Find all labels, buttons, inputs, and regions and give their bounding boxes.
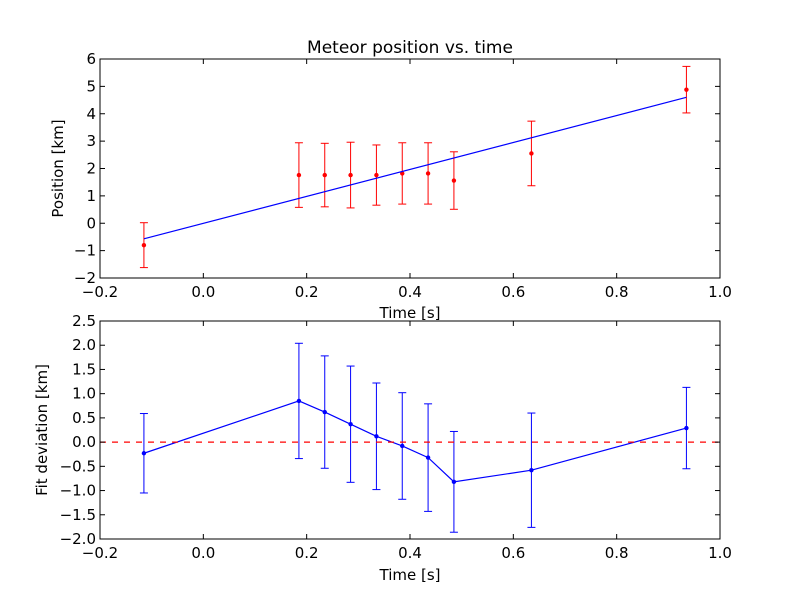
position-x-tick-label: 0.6 xyxy=(501,283,525,301)
deviation-data-point xyxy=(451,479,457,485)
deviation-data-point xyxy=(400,443,405,449)
deviation-data-point xyxy=(374,434,379,439)
position-y-tick-label: 3 xyxy=(86,132,96,150)
position-series-layer xyxy=(139,65,691,269)
position-plot-layer xyxy=(139,65,691,269)
position-y-tick-label: 2 xyxy=(86,160,96,178)
position-data-point xyxy=(684,87,689,92)
deviation-series-layer xyxy=(100,342,720,533)
deviation-data-point xyxy=(322,409,327,415)
deviation-x-tick-label: 0.8 xyxy=(605,544,629,562)
position-data-point xyxy=(425,171,431,176)
deviation-x-tick-label: 0.0 xyxy=(191,544,215,562)
position-data-point xyxy=(529,151,534,156)
position-y-axis-label: Position [km] xyxy=(49,119,67,217)
position-subplot: Meteor position vs. time −0.2 0.0 0.2 0.4 0.… xyxy=(49,38,732,322)
deviation-data-point xyxy=(141,451,147,456)
position-y-tick-label: 6 xyxy=(86,50,96,68)
position-y-tick-label: 4 xyxy=(86,105,96,123)
position-data-point xyxy=(141,242,147,248)
position-x-tick-label: 0.2 xyxy=(295,283,319,301)
deviation-y-axis-label: Fit deviation [km] xyxy=(33,364,51,496)
position-ticks: −0.2 0.0 0.2 0.4 0.6 0.8 1.0 −2 −1 0 1 2 3 4 5 6 xyxy=(74,50,732,301)
position-x-axis-label: Time [s] xyxy=(379,304,441,322)
position-y-tick-label: −2 xyxy=(74,269,96,287)
position-data-point xyxy=(451,178,457,183)
deviation-y-tick-label: 0.0 xyxy=(72,433,96,451)
deviation-data-point xyxy=(348,421,353,427)
position-y-tick-label: 5 xyxy=(86,77,96,95)
deviation-y-tick-label: 2.0 xyxy=(72,336,96,354)
deviation-y-tick-label: 2.5 xyxy=(72,312,96,330)
position-y-tick-label: 0 xyxy=(86,214,96,232)
deviation-data-point xyxy=(296,398,302,404)
deviation-subplot: −0.2 0.0 0.2 0.4 0.6 0.8 1.0 −2.0 −1.5 −1.0 −0.5 0.… xyxy=(33,312,732,584)
deviation-x-tick-label: 1.0 xyxy=(708,544,732,562)
position-data-point xyxy=(322,172,327,178)
deviation-y-tick-label: −0.5 xyxy=(60,457,96,475)
deviation-x-tick-label: 0.6 xyxy=(501,544,525,562)
deviation-x-tick-label: 0.4 xyxy=(398,544,422,562)
deviation-y-tick-label: 0.5 xyxy=(72,409,96,427)
deviation-data-point xyxy=(684,425,689,431)
deviation-x-axis-label: Time [s] xyxy=(379,566,441,584)
deviation-data-point xyxy=(425,455,431,460)
position-y-tick-label: 1 xyxy=(86,187,96,205)
deviation-y-tick-label: 1.5 xyxy=(72,360,96,378)
position-x-tick-label: 1.0 xyxy=(708,283,732,301)
chart-title: Meteor position vs. time xyxy=(307,38,513,58)
deviation-y-tick-label: 1.0 xyxy=(72,385,96,403)
position-data-point xyxy=(348,172,353,178)
deviation-data-point xyxy=(529,468,534,473)
position-data-point xyxy=(374,172,379,178)
position-x-tick-label: −0.2 xyxy=(82,283,118,301)
position-x-tick-label: 0.8 xyxy=(605,283,629,301)
position-data-point xyxy=(296,172,302,178)
deviation-x-tick-label: −0.2 xyxy=(82,544,118,562)
deviation-x-tick-label: 0.2 xyxy=(295,544,319,562)
deviation-ticks: −0.2 0.0 0.2 0.4 0.6 0.8 1.0 −2.0 −1.5 −1.0 −0.5 0.… xyxy=(60,312,732,562)
position-y-tick-label: −1 xyxy=(74,242,96,260)
deviation-plot-layer xyxy=(100,342,720,533)
position-fit-line xyxy=(143,96,687,240)
position-x-tick-label: 0.4 xyxy=(398,283,422,301)
deviation-series-line xyxy=(143,400,687,483)
position-x-tick-label: 0.0 xyxy=(191,283,215,301)
deviation-y-tick-label: −1.5 xyxy=(60,506,96,524)
deviation-y-tick-label: −2.0 xyxy=(60,530,96,548)
deviation-y-tick-label: −1.0 xyxy=(60,482,96,500)
